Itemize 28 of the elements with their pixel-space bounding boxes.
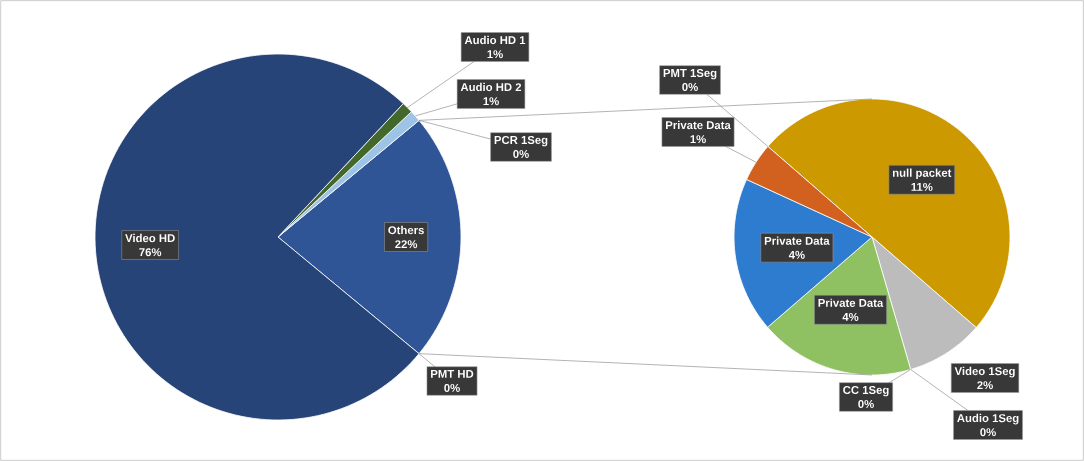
text: 0% — [980, 428, 996, 437]
slice-label: Audio HD 1 — [464, 35, 526, 45]
text: 0% — [682, 82, 698, 91]
category-label: PCR 1Seg — [494, 135, 548, 147]
category-label: PMT HD — [431, 370, 474, 378]
slice-label: null packet — [892, 168, 952, 180]
text: 0% — [513, 149, 529, 158]
data-label: 1% — [690, 135, 706, 144]
data-label: 22% — [395, 240, 418, 249]
slice-label: Private Data — [666, 120, 731, 130]
data-label: 4% — [842, 312, 859, 321]
text: 0% — [858, 400, 874, 409]
slice-label: Others — [388, 225, 424, 235]
data-label: 4% — [788, 250, 805, 259]
category-label: PMT 1Seg — [663, 68, 717, 80]
category-label: Audio 1Seg — [957, 413, 1019, 425]
data-label: 1% — [487, 50, 503, 59]
slice-label: Video HD — [125, 233, 175, 243]
slice-label: Video 1Seg — [954, 366, 1015, 378]
slice-label: Audio HD 2 — [460, 82, 522, 92]
data-label: 76% — [139, 248, 162, 257]
data-label: 2% — [977, 381, 993, 390]
slice-label: Private Data — [818, 298, 884, 307]
data-label: 11% — [911, 182, 933, 191]
slice-label: Private Data — [764, 236, 830, 245]
category-label: CC 1Seg — [843, 386, 889, 397]
text: 0% — [444, 383, 460, 392]
data-label: 1% — [483, 97, 499, 106]
